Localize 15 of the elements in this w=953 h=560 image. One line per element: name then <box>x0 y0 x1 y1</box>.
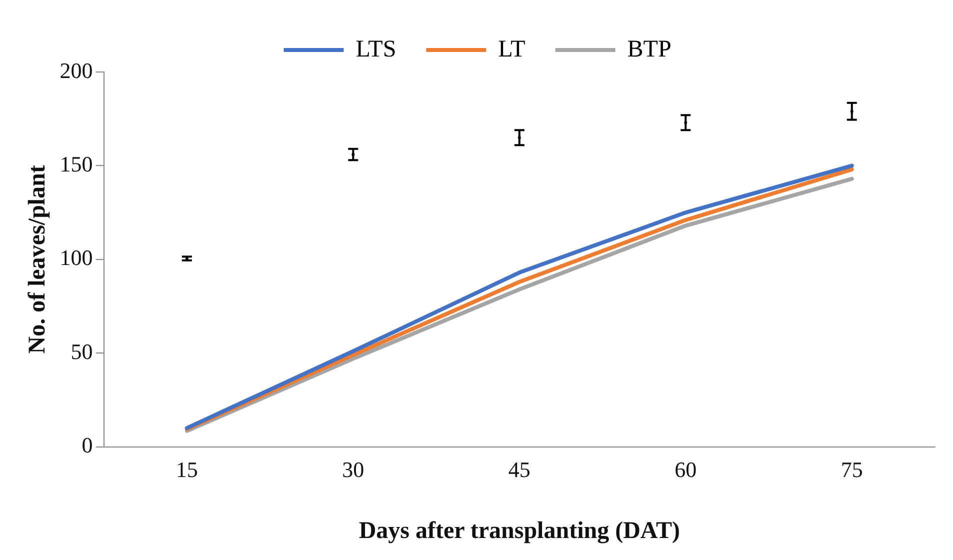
x-tick-label: 30 <box>342 456 364 482</box>
legend-label: BTP <box>627 36 672 62</box>
x-tick-label: 15 <box>176 456 198 482</box>
legend-label: LTS <box>356 36 396 62</box>
x-tick-label: 75 <box>840 456 863 482</box>
x-tick-label: 60 <box>674 456 697 482</box>
y-tick-label: 200 <box>60 58 93 83</box>
legend-label: LT <box>498 36 526 62</box>
y-axis-title: No. of leaves/plant <box>24 165 51 354</box>
y-tick-label: 100 <box>60 245 93 270</box>
x-tick-label: 45 <box>508 456 530 482</box>
x-axis-title: Days after transplanting (DAT) <box>358 518 680 544</box>
y-tick-label: 50 <box>70 338 93 364</box>
y-tick-label: 0 <box>82 432 93 458</box>
y-tick-label: 150 <box>60 151 93 176</box>
